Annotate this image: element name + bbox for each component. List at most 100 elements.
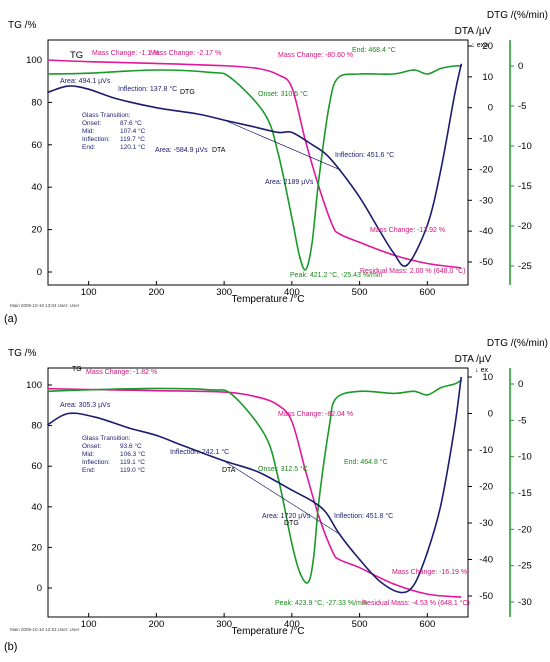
- tg-tick-label: 0: [37, 267, 42, 278]
- exo-indicator: ↓ ex: [475, 367, 488, 374]
- dtg-curve-label: DTG: [180, 89, 195, 96]
- annotation-mass-change-3: Mass Change: -82.04 %: [278, 411, 353, 418]
- dtg-point: [230, 77, 232, 79]
- tg-curve-b: [47, 387, 462, 598]
- dtg-point: [412, 69, 415, 71]
- tg-tick-label: 80: [31, 97, 42, 108]
- dta-tick-label: -20: [479, 482, 493, 493]
- dtg-curve-label: DTG: [284, 520, 299, 527]
- annotation-inflection1: Inflection: 242.1 °C: [170, 448, 229, 456]
- dta-tick-label: -20: [479, 164, 493, 175]
- x-tick-label: 600: [419, 287, 435, 298]
- annotation-mass-change-4: Mass Change: -13.92 %: [370, 227, 445, 234]
- dtg-curve-b: [47, 379, 462, 584]
- glass-row-key: Inflection:: [82, 459, 110, 466]
- glass-row-value: 119.1 °C: [120, 458, 145, 466]
- tg-point: [47, 387, 49, 390]
- dta-point: [290, 489, 293, 492]
- tg-curve-label: TG: [72, 366, 82, 373]
- dtg-point: [299, 257, 301, 259]
- chart-panel-a: TG /% DTA /µV DTG /(%/min) Temperature /°C 1…: [4, 10, 548, 325]
- glass-row-key: Onset:: [82, 120, 101, 127]
- dtg-point: [328, 426, 331, 429]
- dta-tick-label: -30: [479, 518, 493, 529]
- tg-point: [47, 59, 49, 61]
- dtg-curve-a: [47, 65, 462, 271]
- glass-row-value: 93.6 °C: [120, 442, 142, 450]
- glass-row-key: Mid:: [82, 128, 94, 135]
- tg-tick-label: 40: [31, 182, 42, 193]
- annotation-area1: Area: 494.1 µVs: [60, 78, 111, 85]
- x-tick-label: 100: [81, 287, 97, 298]
- annotation-area3: Area: 1720 µVs: [262, 513, 311, 520]
- dta-tick-label: -40: [479, 226, 493, 237]
- annotation-inflection2: Inflection: 451.6 °C: [335, 151, 394, 159]
- x-tick-label: 200: [148, 287, 164, 298]
- tg-axis-title: TG /%: [8, 20, 36, 31]
- x-axis-title: Temperature /°C: [232, 294, 305, 305]
- dtg-tick-label: -10: [518, 141, 532, 152]
- dtg-axis-title: DTG /(%/min): [487, 338, 548, 349]
- dtg-tick-label: 0: [518, 61, 523, 72]
- glass-row-key: End:: [82, 144, 96, 151]
- footer-text: Main 2005-10-10 12:53 User: User: [10, 627, 80, 632]
- annotation-end: End: 464.8 °C: [344, 458, 388, 466]
- annotation-onset: Onset: 312.5 °C: [258, 465, 308, 473]
- dtg-tick-label: -15: [518, 181, 532, 192]
- dta-baseline: [224, 119, 340, 170]
- glass-transition-title: Glass Transition:: [82, 112, 131, 119]
- glass-transition-title: Glass Transition:: [82, 435, 131, 442]
- annotation-residual: Residual Mass: -4.53 % (648.1 °C): [362, 599, 470, 607]
- dta-area-hatch: [224, 119, 340, 170]
- plot-frame: [47, 39, 469, 286]
- x-axis-title: Temperature /°C: [232, 626, 305, 637]
- dtg-point: [412, 390, 415, 393]
- dtg-point: [47, 73, 49, 75]
- tg-tick-label: 20: [31, 225, 42, 236]
- dta-tick-label: 10: [482, 372, 493, 383]
- dtg-tick-label: -20: [518, 221, 532, 232]
- annotation-area2: Area: -584.9 µVs: [155, 147, 208, 154]
- panel-label: (a): [4, 313, 17, 325]
- annotation-end: End: 468.4 °C: [352, 46, 396, 54]
- glass-row-key: Inflection:: [82, 136, 110, 143]
- dta-tick-label: 0: [488, 409, 493, 420]
- dtg-point: [47, 390, 49, 393]
- tg-point: [257, 396, 259, 399]
- dta-tick-label: -10: [479, 134, 493, 145]
- annotation-mass-change-1: Mass Change: -1.1 %: [92, 50, 159, 57]
- glass-row-key: Onset:: [82, 443, 101, 450]
- dta-curve-label: DTA: [222, 467, 236, 474]
- tg-tick-label: 80: [31, 421, 42, 432]
- panel-label: (b): [4, 641, 17, 653]
- annotation-mass-change-1: Mass Change: -1.82 %: [86, 369, 157, 376]
- dta-tick-label: -10: [479, 445, 493, 456]
- dtg-tick-label: 0: [518, 379, 523, 390]
- dta-tick-label: 0: [488, 103, 493, 114]
- glass-row-value: 119.7 °C: [120, 135, 145, 143]
- dtg-tick-label: -5: [518, 101, 526, 112]
- dta-tick-label: 10: [482, 72, 493, 83]
- tg-tick-label: 100: [26, 55, 42, 66]
- dta-point: [277, 131, 280, 134]
- dtg-tick-label: -5: [518, 415, 526, 426]
- dtg-tick-label: -25: [518, 561, 532, 572]
- dtg-tick-label: -10: [518, 452, 532, 463]
- tg-tick-label: 0: [37, 583, 42, 594]
- x-tick-label: 300: [216, 287, 232, 298]
- dta-axis-title: DTA /µV: [455, 354, 492, 365]
- annotation-onset: Onset: 310.5 °C: [258, 90, 308, 98]
- tg-curve-label: TG: [70, 50, 83, 61]
- chart-panel-b: TG /% DTA /µV DTG /(%/min) Temperature /°C 1…: [4, 338, 548, 653]
- annotation-inflection2: Inflection: 451.8 °C: [334, 512, 393, 520]
- tg-point: [257, 67, 259, 70]
- exo-indicator: ↓ exo: [471, 42, 488, 49]
- glass-row-value: 120.1 °C: [120, 143, 146, 151]
- tg-tick-label: 20: [31, 542, 42, 553]
- annotation-mass-change-3: Mass Change: -80.60 %: [278, 52, 353, 59]
- tg-curve-a: [47, 59, 462, 269]
- x-tick-label: 400: [284, 619, 300, 630]
- annotation-peak: Peak: 421.2 °C, -25.43 %/min: [290, 271, 382, 279]
- glass-row-value: 87.6 °C: [120, 119, 142, 127]
- x-tick-label: 300: [216, 619, 232, 630]
